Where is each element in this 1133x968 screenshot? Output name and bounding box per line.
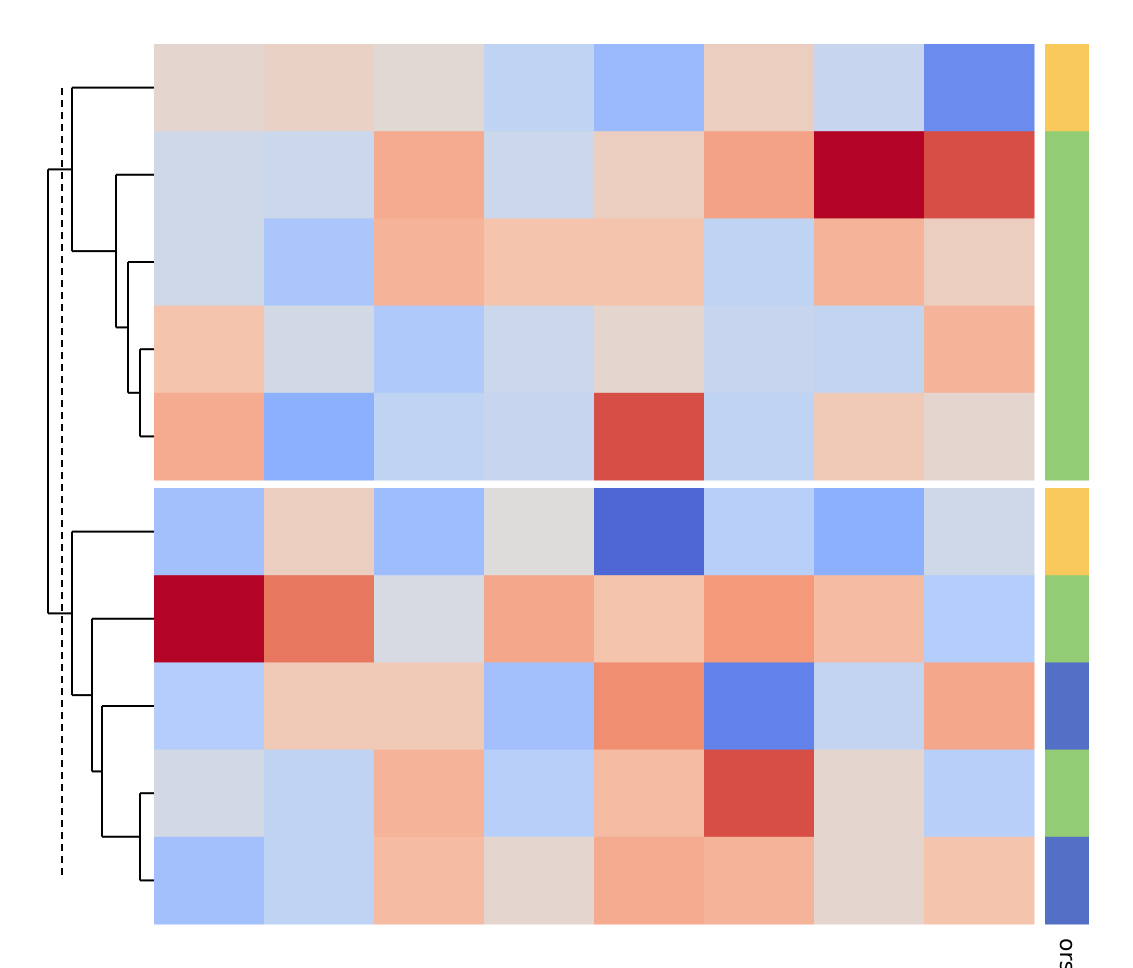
heatmap-cell [594,749,705,838]
heatmap-cell [154,218,265,307]
heatmap-cell [374,488,485,576]
heatmap-cell [924,131,1035,219]
heatmap-cell [924,392,1035,481]
row-colors-label: ors [1054,938,1079,968]
heatmap-cell [814,44,925,132]
heatmap-cell [924,488,1035,576]
heatmap-cell [374,392,485,481]
heatmap-cell [814,392,925,481]
row-color-cell [1045,44,1089,132]
heatmap-cell [374,218,485,307]
heatmap-cell [704,575,815,663]
heatmap-cell [594,392,705,481]
heatmap-cell [814,836,925,925]
row-color-cell [1045,218,1089,307]
heatmap-cell [704,44,815,132]
heatmap-cell [154,488,265,576]
heatmap-cell [814,218,925,307]
heatmap-cell [704,662,815,751]
heatmap-cell [924,575,1035,663]
heatmap-cell [704,836,815,925]
heatmap-cell [264,305,375,394]
heatmap-cell [594,575,705,663]
heatmap-cell [484,44,595,132]
heatmap-cell [374,131,485,219]
row-color-cell [1045,749,1089,838]
heatmap-cell [924,749,1035,838]
heatmap-cell [264,44,375,132]
heatmap-cell [154,305,265,394]
heatmap-cell [814,662,925,751]
heatmap-cell [374,305,485,394]
heatmap-cells [154,44,1035,925]
heatmap-cell [154,662,265,751]
heatmap-cell [374,662,485,751]
heatmap-cell [704,749,815,838]
heatmap-cell [594,218,705,307]
heatmap-cell [484,575,595,663]
row-color-cell [1045,836,1089,925]
heatmap-cell [704,392,815,481]
heatmap-cell [704,488,815,576]
heatmap-cell [594,305,705,394]
row-color-cell [1045,131,1089,219]
heatmap-cell [264,836,375,925]
heatmap-cell [264,662,375,751]
row-color-cell [1045,662,1089,751]
heatmap-cell [704,131,815,219]
heatmap-cell [374,836,485,925]
heatmap-cell [484,305,595,394]
heatmap-cell [374,44,485,132]
row-color-cell [1045,575,1089,663]
heatmap-cell [484,836,595,925]
heatmap-cell [484,131,595,219]
heatmap-cell [154,44,265,132]
heatmap-cell [484,392,595,481]
row-dendrogram [47,86,154,882]
heatmap-cell [814,749,925,838]
heatmap-cell [374,575,485,663]
heatmap-cell [154,392,265,481]
heatmap-cell [814,131,925,219]
heatmap-cell [154,131,265,219]
heatmap-cell [374,749,485,838]
heatmap-cell [154,749,265,838]
heatmap-cell [484,218,595,307]
heatmap-cell [814,488,925,576]
row-color-cell [1045,392,1089,481]
heatmap-cell [704,218,815,307]
heatmap-cell [594,488,705,576]
heatmap-cell [924,662,1035,751]
heatmap-cell [264,749,375,838]
heatmap-cell [264,218,375,307]
heatmap-cell [924,218,1035,307]
heatmap-cell [484,749,595,838]
row-colors-strip [1045,44,1089,925]
heatmap-cell [264,488,375,576]
heatmap-cell [594,44,705,132]
heatmap-cell [484,488,595,576]
heatmap-cell [924,305,1035,394]
heatmap-cell [594,662,705,751]
row-color-cell [1045,488,1089,576]
heatmap-cell [704,305,815,394]
row-color-cell [1045,305,1089,394]
heatmap-cell [814,305,925,394]
heatmap-cell [594,131,705,219]
heatmap-cell [594,836,705,925]
heatmap-cell [264,131,375,219]
heatmap-cell [924,44,1035,132]
heatmap-cell [154,836,265,925]
heatmap-cell [264,575,375,663]
heatmap-cell [924,836,1035,925]
heatmap-cell [264,392,375,481]
heatmap-cell [154,575,265,663]
heatmap-cell [814,575,925,663]
heatmap-cell [484,662,595,751]
